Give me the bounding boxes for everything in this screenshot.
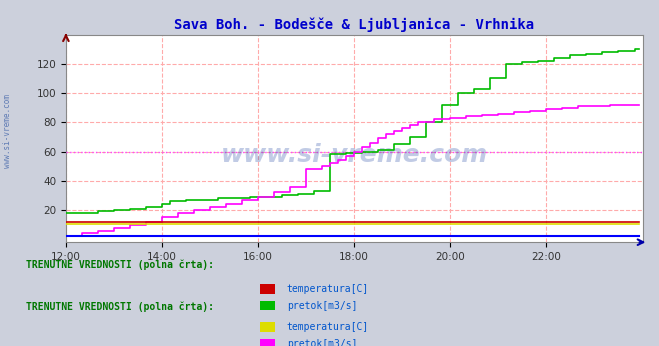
Text: temperatura[C]: temperatura[C] (287, 284, 369, 294)
Text: TRENUTNE VREDNOSTI (polna črta):: TRENUTNE VREDNOSTI (polna črta): (26, 260, 214, 270)
Title: Sava Boh. - Bodešče & Ljubljanica - Vrhnika: Sava Boh. - Bodešče & Ljubljanica - Vrhn… (174, 18, 534, 32)
Text: www.si-vreme.com: www.si-vreme.com (221, 143, 488, 167)
Text: TRENUTNE VREDNOSTI (polna črta):: TRENUTNE VREDNOSTI (polna črta): (26, 301, 214, 312)
Text: pretok[m3/s]: pretok[m3/s] (287, 339, 357, 346)
Text: temperatura[C]: temperatura[C] (287, 322, 369, 332)
Text: www.si-vreme.com: www.si-vreme.com (3, 94, 13, 169)
Text: pretok[m3/s]: pretok[m3/s] (287, 301, 357, 310)
